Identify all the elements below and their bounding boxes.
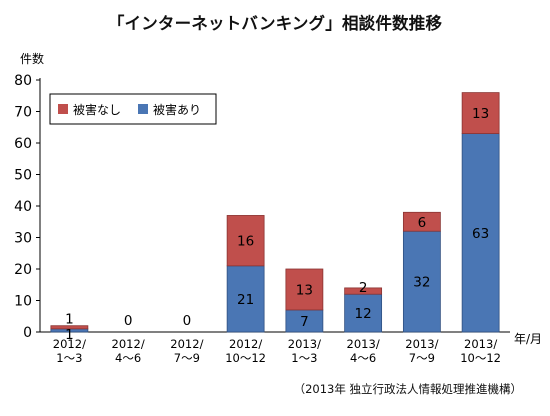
data-label: 1 [65, 327, 74, 343]
y-tick-label: 40 [14, 199, 32, 215]
data-label: 2 [359, 280, 368, 296]
y-tick-label: 10 [14, 294, 32, 310]
x-tick-label: 2012/ [53, 337, 86, 351]
legend-swatch-被害なし [58, 104, 68, 114]
bar-segment-被害なし [285, 268, 324, 311]
bar-segment-被害なし [344, 287, 383, 295]
legend-label: 被害あり [153, 102, 201, 117]
data-label: 7 [300, 314, 309, 330]
data-label: 16 [237, 234, 254, 250]
y-axis-ticks: 0 10 20 30 40 50 60 70 80 [14, 73, 40, 341]
bar-segment-被害あり [344, 293, 383, 333]
data-label: 0 [183, 313, 192, 329]
x-tick-label: 7～9 [174, 351, 200, 365]
legend: 被害なし 被害あり [49, 93, 217, 125]
y-tick-label: 60 [14, 136, 32, 152]
bar-segment-被害なし [461, 92, 500, 134]
x-tick-label: 2013/ [347, 337, 380, 351]
data-label: 21 [237, 292, 254, 308]
bar-segment-被害なし [50, 325, 89, 330]
data-label: 63 [472, 226, 489, 242]
x-tick-label: 4～6 [350, 351, 376, 365]
x-tick-label: 7～9 [409, 351, 435, 365]
x-axis-label: 年/月 [514, 332, 542, 346]
bar-segment-被害なし [402, 211, 441, 232]
x-tick-label: 10～12 [225, 351, 266, 365]
bar-segment-被害あり [461, 133, 500, 333]
x-tick-label: 2013/ [464, 337, 497, 351]
legend-swatch-被害あり [138, 104, 148, 114]
bar-segment-被害あり [402, 230, 441, 333]
x-tick-label: 2013/ [288, 337, 321, 351]
x-tick-label: 2012/ [170, 337, 203, 351]
y-tick-label: 20 [14, 262, 32, 278]
data-label: 1 [65, 312, 74, 328]
y-tick-label: 50 [14, 168, 32, 184]
legend-label: 被害なし [73, 102, 121, 117]
source-note: （2013年 独立行政法人情報処理推進機構） [293, 382, 522, 396]
bars: 11 0 0 21 16 7 13 12 2 32 6 63 13 [50, 92, 500, 343]
y-tick-label: 80 [14, 73, 32, 89]
x-tick-label: 2012/ [112, 337, 145, 351]
data-label: 13 [296, 282, 313, 298]
y-tick-label: 30 [14, 231, 32, 247]
y-axis-label: 件数 [20, 51, 44, 66]
x-axis-categories: 2012/1～32012/4～62012/7～92012/10～122013/1… [53, 337, 501, 365]
x-tick-label: 2012/ [229, 337, 262, 351]
data-label: 13 [472, 106, 489, 122]
y-tick-label: 0 [23, 325, 32, 341]
x-tick-label: 1～3 [56, 351, 82, 365]
x-tick-label: 4～6 [115, 351, 141, 365]
x-tick-label: 1～3 [291, 351, 317, 365]
data-label: 12 [355, 306, 372, 322]
legend-box [49, 93, 217, 125]
chart-title: 「インターネットバンキング」相談件数推移 [107, 14, 443, 33]
data-label: 32 [413, 275, 430, 291]
x-tick-label: 2013/ [405, 337, 438, 351]
y-tick-label: 70 [14, 105, 32, 121]
data-label: 0 [124, 313, 133, 329]
data-label: 6 [418, 215, 427, 231]
bar-segment-被害なし [226, 215, 265, 267]
x-tick-label: 10～12 [460, 351, 501, 365]
